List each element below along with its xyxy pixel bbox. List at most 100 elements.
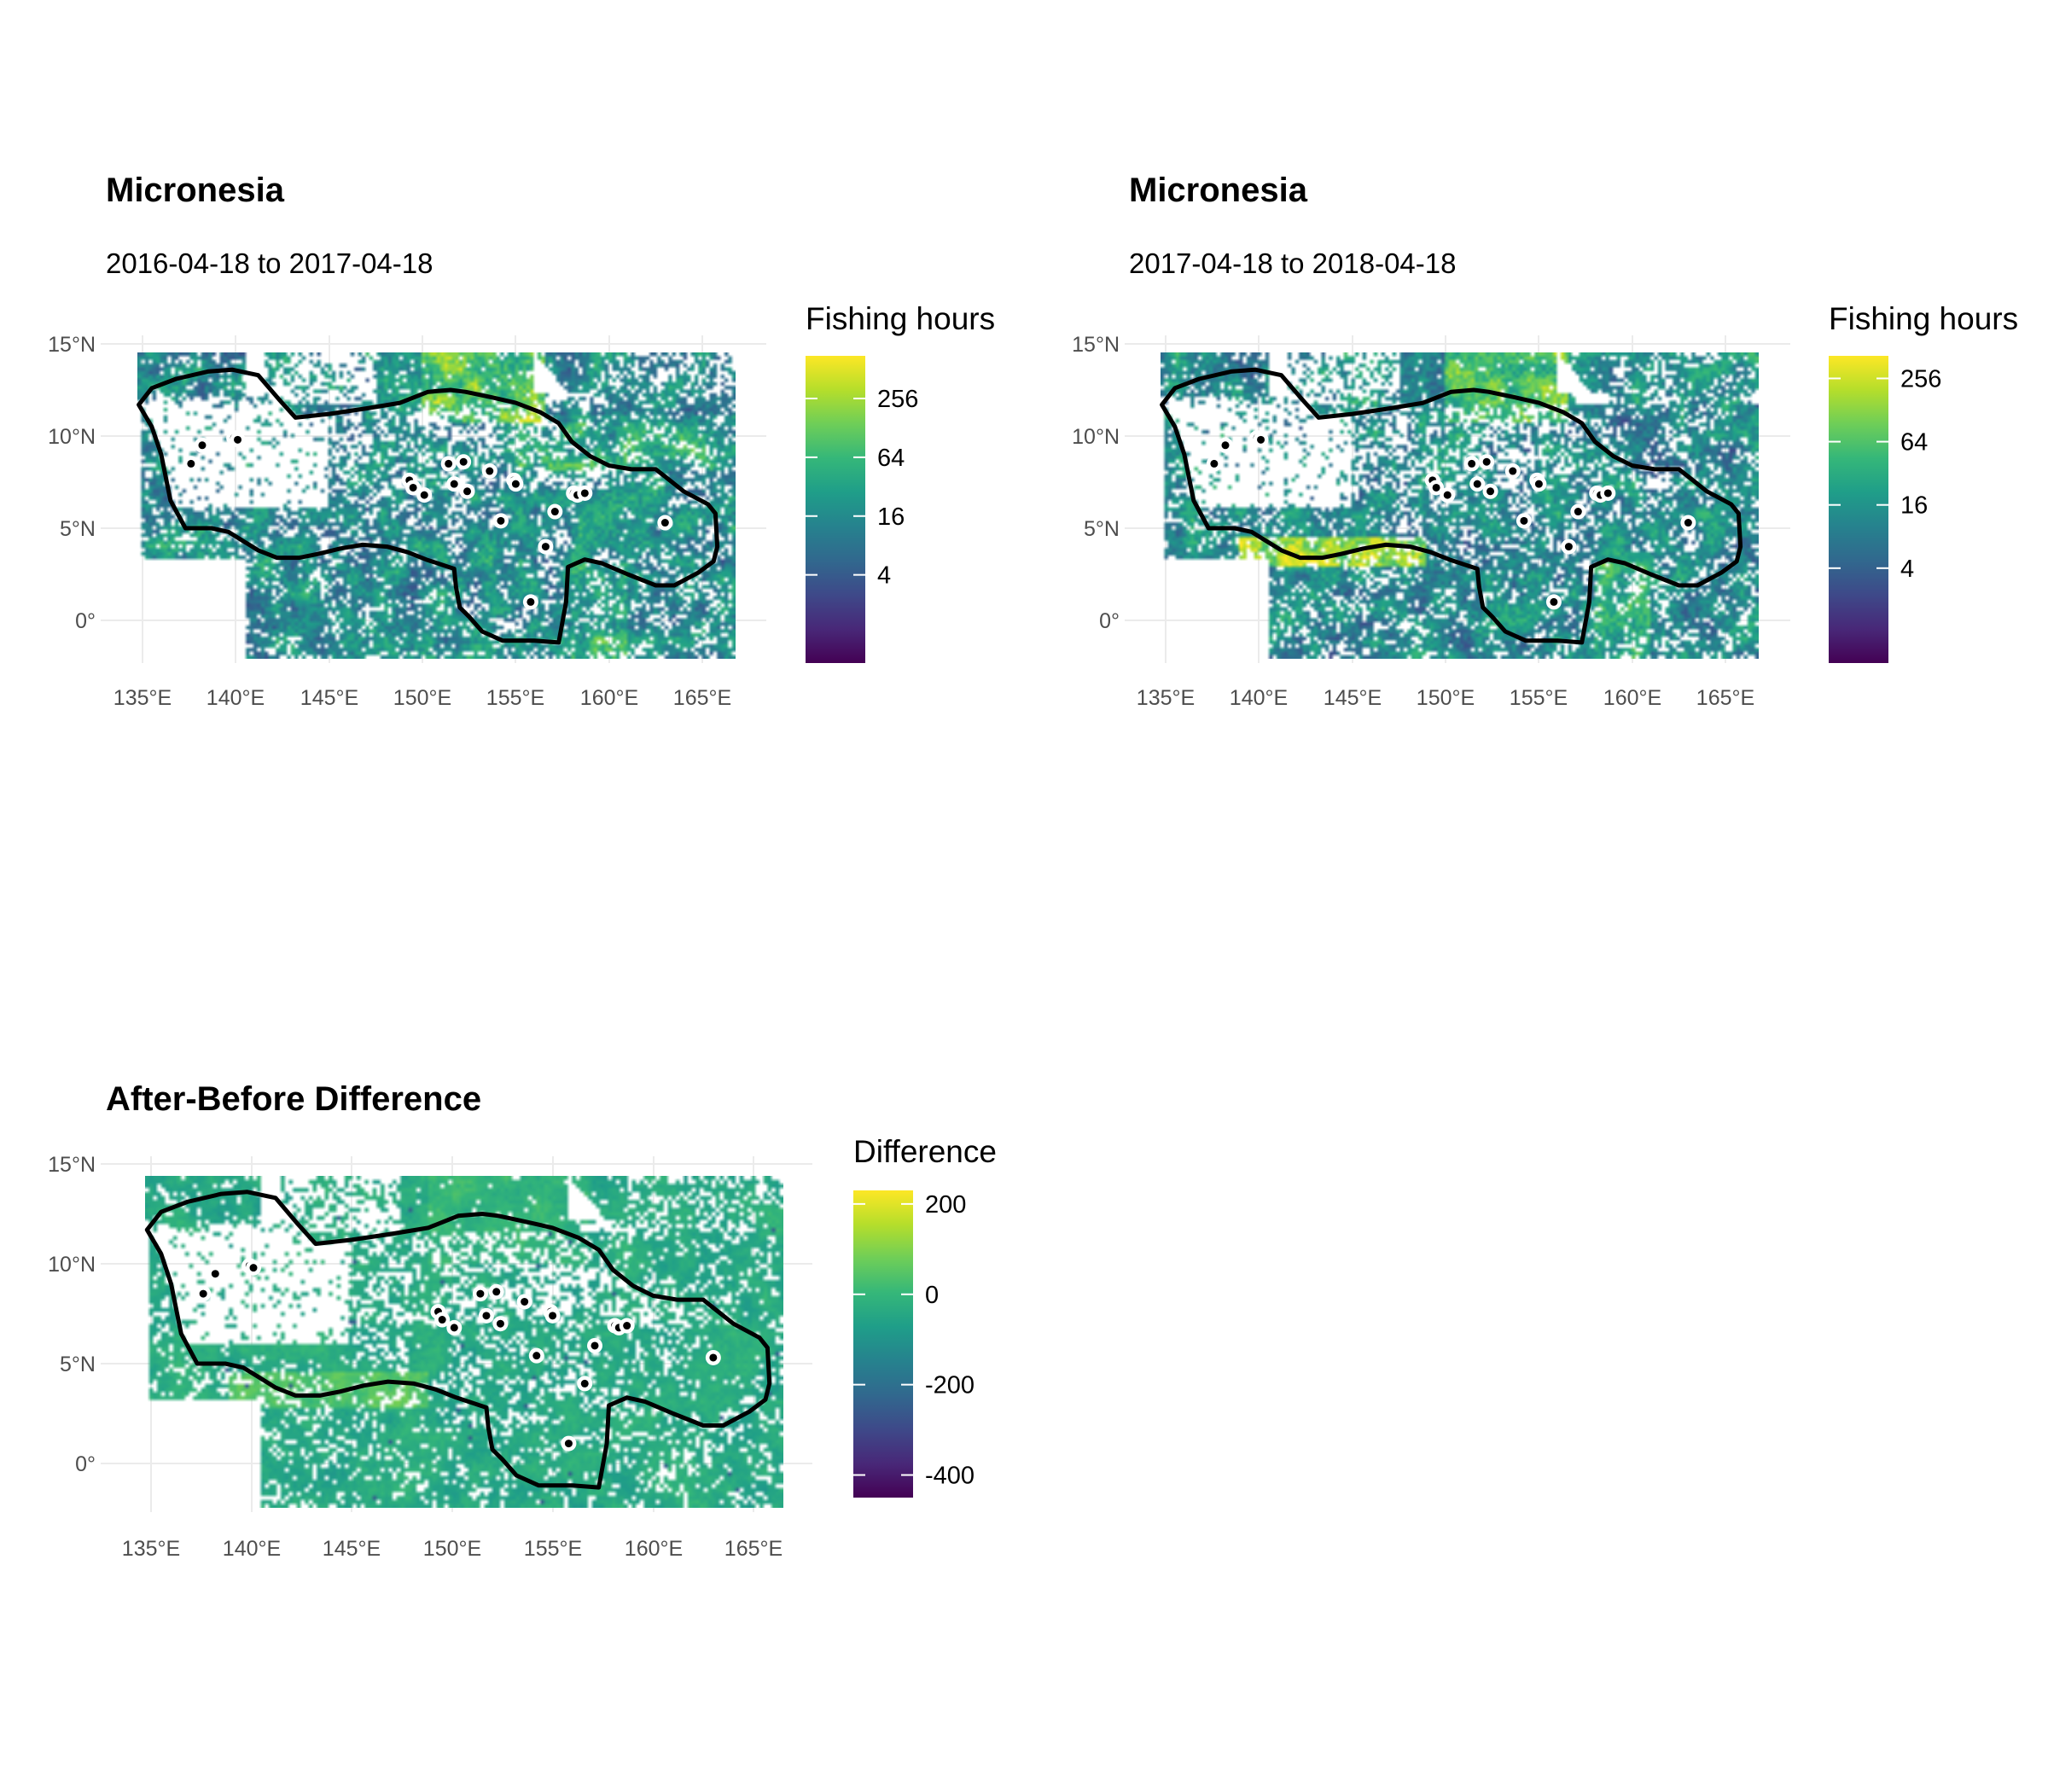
legend-break-label: 4: [1900, 556, 1914, 583]
island-dot: [187, 459, 195, 468]
x-tick-155e: 155°E: [524, 1537, 582, 1561]
x-tick-165e: 165°E: [724, 1537, 783, 1561]
island-dot: [511, 480, 520, 488]
legend-difference-breaks: -400 -200 0 200: [853, 1191, 975, 1490]
islands-before: [183, 430, 673, 610]
island-dot: [1432, 483, 1440, 492]
island-dot: [1684, 519, 1692, 527]
x-tick-140e: 140°E: [1230, 686, 1288, 710]
legend-difference-colorbar: [853, 1190, 913, 1498]
x-tick-140e: 140°E: [223, 1537, 281, 1561]
islands-after: [1206, 430, 1696, 610]
island-dot: [450, 480, 458, 488]
panel-difference-x-axis: 135°E 140°E 145°E 150°E 155°E 160°E 165°…: [122, 1537, 783, 1561]
island-dot: [249, 1264, 258, 1272]
island-dot: [445, 459, 453, 468]
island-dot: [521, 1297, 529, 1306]
island-dot: [532, 1352, 541, 1360]
legend-break-label: 0: [925, 1282, 939, 1309]
x-tick-145e: 145°E: [300, 686, 358, 710]
y-tick-0: 0°: [75, 1452, 96, 1476]
island-dot: [527, 597, 535, 606]
y-tick-5n: 5°N: [60, 517, 96, 541]
island-dot: [497, 516, 505, 525]
y-tick-0: 0°: [75, 609, 96, 633]
legend-break-label: 64: [1900, 429, 1928, 457]
legend-break-label: 256: [1900, 365, 1941, 393]
legend-break-label: -400: [925, 1463, 975, 1490]
legend-break-label: 16: [1900, 492, 1928, 520]
legend-break-label: 4: [877, 562, 891, 590]
islands-difference: [195, 1258, 721, 1452]
x-tick-145e: 145°E: [1324, 686, 1382, 710]
panel-before-title: Micronesia: [106, 172, 285, 209]
island-dot: [476, 1289, 485, 1298]
y-tick-15n: 15°N: [1072, 333, 1120, 357]
island-dot: [580, 489, 589, 497]
panel-after-subtitle: 2017-04-18 to 2018-04-18: [1129, 247, 1456, 279]
island-dot: [496, 1319, 504, 1328]
island-dot: [660, 519, 669, 527]
island-dot: [1210, 459, 1219, 468]
eez-boundary-before: [137, 367, 720, 645]
island-dot: [1487, 487, 1495, 496]
x-tick-140e: 140°E: [207, 686, 265, 710]
island-dot: [234, 435, 242, 444]
island-dot: [1550, 597, 1558, 606]
legend-after-title: Fishing hours: [1829, 301, 2018, 336]
island-dot: [450, 1324, 458, 1332]
legend-after-colorbar: [1829, 356, 1888, 663]
x-tick-160e: 160°E: [580, 686, 638, 710]
island-dot: [211, 1270, 219, 1278]
legend-before-colorbar: [806, 356, 865, 663]
island-dot: [486, 467, 494, 475]
island-dot: [482, 1312, 491, 1320]
island-dot: [438, 1316, 446, 1324]
panel-before: Micronesia 2016-04-18 to 2017-04-18 15°N…: [48, 172, 995, 710]
panel-difference-legend: Difference -400 -200 0 200: [853, 1134, 997, 1498]
fishing-heatmap-before: [137, 352, 736, 659]
x-tick-160e: 160°E: [625, 1537, 683, 1561]
island-dot: [1534, 480, 1543, 488]
legend-break-label: 200: [925, 1191, 966, 1219]
y-tick-10n: 10°N: [1072, 425, 1120, 449]
x-tick-165e: 165°E: [1696, 686, 1754, 710]
x-tick-165e: 165°E: [673, 686, 731, 710]
x-tick-155e: 155°E: [1510, 686, 1568, 710]
panel-after-y-axis: 15°N 10°N 5°N 0°: [1072, 333, 1120, 633]
legend-break-label: 16: [877, 503, 905, 531]
island-dot: [591, 1341, 599, 1350]
x-tick-160e: 160°E: [1603, 686, 1661, 710]
island-dot: [1468, 459, 1476, 468]
island-dot: [459, 457, 468, 466]
island-dot: [1221, 441, 1230, 450]
x-tick-150e: 150°E: [1417, 686, 1475, 710]
island-dot: [409, 483, 417, 492]
island-dot: [1473, 480, 1481, 488]
panel-after: Micronesia 2017-04-18 to 2018-04-18 15°N…: [1072, 172, 2018, 710]
island-dot: [623, 1322, 631, 1330]
y-tick-10n: 10°N: [48, 1253, 96, 1277]
fishing-heatmap-after: [1161, 352, 1759, 659]
island-dot: [709, 1353, 718, 1362]
panel-after-legend: Fishing hours 4 16 64 256: [1829, 301, 2018, 663]
island-dot: [420, 491, 428, 499]
x-tick-145e: 145°E: [323, 1537, 381, 1561]
y-tick-15n: 15°N: [48, 1153, 96, 1177]
difference-heatmap: [145, 1176, 783, 1508]
eez-boundary-difference: [144, 1190, 772, 1490]
y-tick-15n: 15°N: [48, 333, 96, 357]
island-dot: [1482, 457, 1491, 466]
island-dot: [580, 1379, 589, 1388]
x-tick-135e: 135°E: [1137, 686, 1195, 710]
panel-before-legend: Fishing hours 4 16 64 256: [806, 301, 995, 663]
island-dot: [199, 1289, 207, 1298]
x-tick-135e: 135°E: [122, 1537, 180, 1561]
island-dot: [1520, 516, 1528, 525]
x-tick-135e: 135°E: [113, 686, 172, 710]
island-dot: [198, 441, 207, 450]
x-tick-150e: 150°E: [393, 686, 451, 710]
island-dot: [549, 1312, 557, 1320]
panel-difference-title: After-Before Difference: [106, 1080, 481, 1118]
panel-after-title: Micronesia: [1129, 172, 1308, 209]
